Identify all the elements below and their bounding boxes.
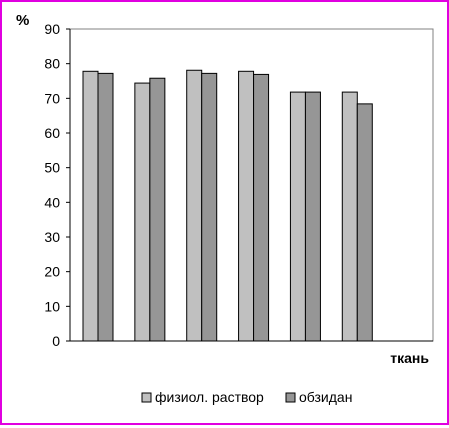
y-tick-label: 70 — [44, 90, 60, 106]
y-tick-label: 30 — [44, 229, 60, 245]
y-axis-label: % — [16, 12, 29, 29]
bar-series-1 — [134, 82, 151, 342]
bar-chart: % 0 10 20 30 40 50 60 70 80 90 ткань физиол. раст… — [16, 12, 434, 405]
y-tick-label: 80 — [44, 56, 60, 72]
y-tick-label: 90 — [44, 21, 60, 37]
bar-series-2 — [149, 77, 166, 342]
bar-series-1 — [341, 91, 358, 342]
bar-series-1 — [238, 70, 255, 342]
y-tick-label: 0 — [52, 333, 60, 349]
y-tick-label: 40 — [44, 194, 60, 210]
bar-series-2 — [201, 72, 218, 342]
bar-series-1 — [186, 69, 203, 342]
bar-series-2 — [304, 91, 321, 342]
bar-series-2 — [97, 72, 114, 342]
y-axis: 0 10 20 30 40 50 60 70 80 90 — [44, 21, 433, 349]
bar-series-1 — [82, 70, 99, 342]
legend-swatch-1 — [141, 392, 152, 403]
x-axis-label: ткань — [390, 350, 429, 366]
y-tick-label: 50 — [44, 160, 60, 176]
bar-series-1 — [289, 91, 306, 342]
bar-series-2 — [253, 73, 270, 342]
y-tick-label: 20 — [44, 264, 60, 280]
bar-series-2 — [356, 103, 373, 342]
legend: физиол. раствор обзидан — [141, 389, 352, 405]
y-tick-label: 10 — [44, 298, 60, 314]
legend-label-1: физиол. раствор — [155, 389, 264, 405]
bars — [82, 69, 373, 342]
legend-label-2: обзидан — [299, 389, 352, 405]
legend-swatch-2 — [285, 392, 296, 403]
y-tick-label: 60 — [44, 125, 60, 141]
